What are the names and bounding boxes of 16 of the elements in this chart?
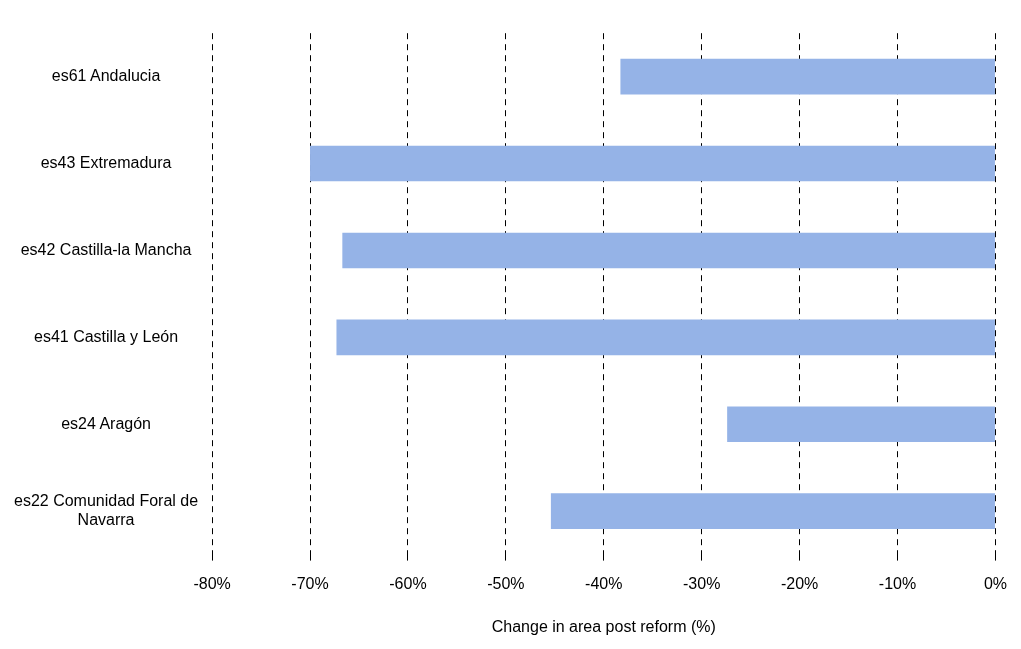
x-tick-label: -60%: [389, 574, 427, 592]
x-tick-label: -80%: [193, 574, 231, 592]
y-tick-label: es41 Castilla y León: [34, 327, 179, 345]
y-tick-label: es61 Andalucia: [51, 67, 161, 85]
x-tick-label: -10%: [878, 574, 917, 592]
x-tick-label: -30%: [683, 574, 721, 592]
x-tick-label: -40%: [585, 574, 623, 592]
y-tick-label: es43 Extremadura: [40, 153, 172, 171]
x-axis-title: Change in area post reform (%): [491, 617, 716, 635]
x-tick-label: -20%: [780, 574, 819, 592]
y-tick-label: es42 Castilla-la Mancha: [20, 240, 192, 258]
y-tick-label: es24 Aragón: [61, 414, 151, 432]
x-tick-label: -50%: [487, 574, 525, 592]
y-tick-label: es22 Comunidad Foral de Navarra: [14, 491, 199, 529]
x-tick-label: -70%: [291, 574, 329, 592]
x-tick-label: 0%: [983, 574, 1007, 592]
